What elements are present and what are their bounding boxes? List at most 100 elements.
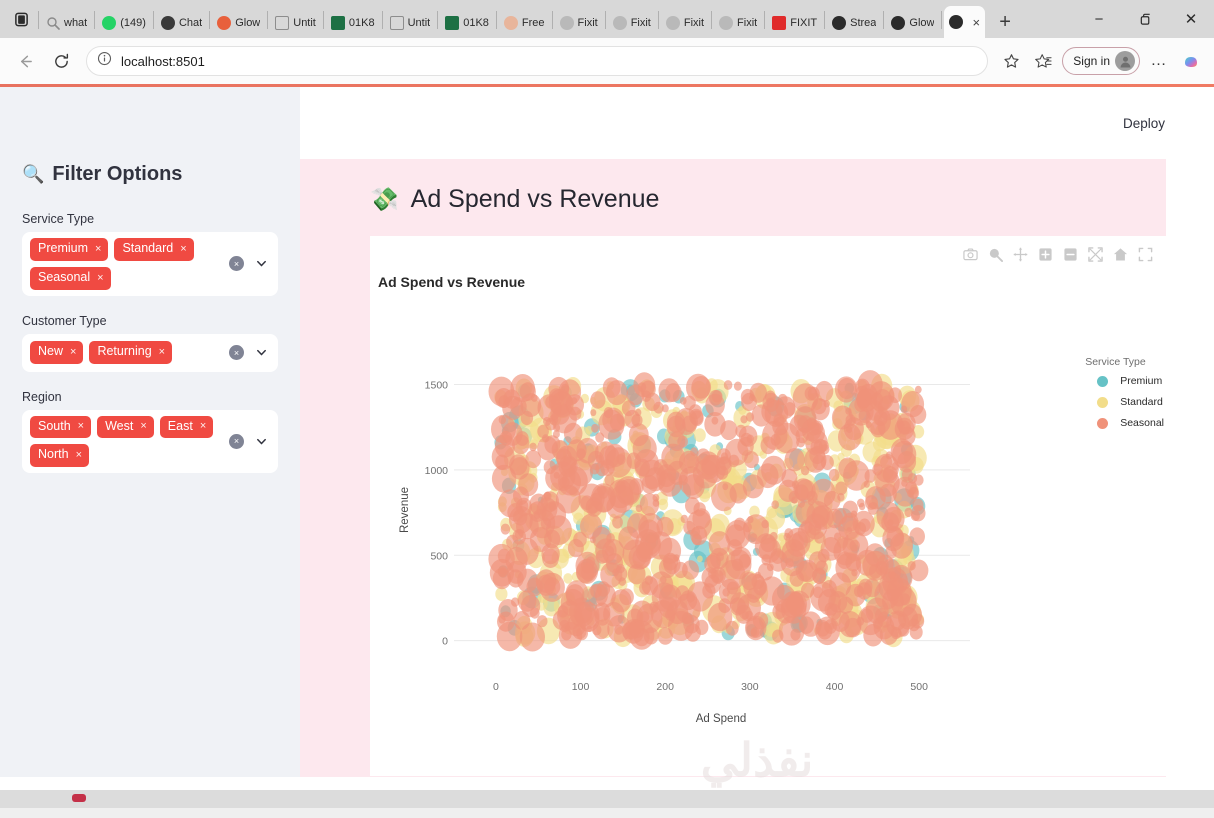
tab-label: 01K8 <box>348 17 375 29</box>
chevron-down-icon[interactable] <box>254 435 268 448</box>
scatter-point <box>631 414 643 427</box>
minimize-button[interactable]: − <box>1094 10 1104 28</box>
tab-actions-icon[interactable] <box>6 4 36 34</box>
filter-tag-label: New <box>38 344 64 359</box>
scatter-point <box>743 522 752 533</box>
scatter-point <box>529 442 537 452</box>
multiselect-box[interactable]: South × West × East × North × × <box>22 409 278 473</box>
reset-axes-home-icon[interactable] <box>1112 246 1129 263</box>
browser-tab[interactable]: Fixit <box>661 8 709 38</box>
browser-tab[interactable]: what <box>41 8 92 38</box>
clear-all-icon[interactable]: × <box>229 345 244 360</box>
copilot-icon[interactable] <box>1178 48 1204 74</box>
clear-all-icon[interactable]: × <box>229 256 244 272</box>
filter-tag[interactable]: West × <box>97 415 154 439</box>
filter-tag[interactable]: Returning × <box>89 341 173 364</box>
zoom-in-icon[interactable] <box>1037 246 1054 263</box>
multiselect-box[interactable]: New × Returning × × <box>22 333 278 372</box>
close-window-button[interactable]: ✕ <box>1184 11 1198 28</box>
scatter-point <box>846 425 853 434</box>
browser-tab[interactable]: 01K8 <box>440 8 494 38</box>
browser-tab[interactable]: Untit <box>270 8 321 38</box>
page-body: 🔍 Filter Options Service Type Premium × Sta… <box>0 87 1214 818</box>
filter-tag[interactable]: East × <box>159 415 214 439</box>
legend-item[interactable]: Seasonal <box>1085 417 1164 429</box>
browser-tab[interactable]: Fixit <box>608 8 656 38</box>
browser-tab[interactable]: Chat <box>156 8 207 38</box>
filter-tag[interactable]: Standard × <box>114 238 194 261</box>
camera-icon[interactable] <box>962 246 979 263</box>
browser-tab[interactable]: Fixit <box>555 8 603 38</box>
star-icon[interactable] <box>998 48 1024 74</box>
legend-item[interactable]: Premium <box>1085 375 1164 387</box>
remove-tag-icon[interactable]: × <box>140 420 147 433</box>
browser-tab[interactable]: Strea <box>827 8 881 38</box>
scatter-plot-svg[interactable]: 0 500 1000 1500 0 100 200 300 400 500 Ad Spend Reve… <box>370 236 1048 776</box>
browser-tab[interactable]: Glow <box>212 8 265 38</box>
scatter-point <box>562 466 588 496</box>
tab-label: Glow <box>909 17 935 29</box>
scatter-point <box>657 627 673 645</box>
filter-tag[interactable]: South × <box>30 415 92 439</box>
chevron-down-icon[interactable] <box>254 346 268 359</box>
scatter-point <box>543 491 552 501</box>
tab-close-icon[interactable]: × <box>972 14 981 30</box>
autoscale-icon[interactable] <box>1087 246 1104 263</box>
deploy-button[interactable]: Deploy <box>1122 115 1165 131</box>
remove-tag-icon[interactable]: × <box>199 420 207 433</box>
browser-tab[interactable]: 01K8 <box>326 8 380 38</box>
remove-tag-icon[interactable]: × <box>77 420 85 433</box>
scatter-point <box>612 516 623 529</box>
remove-tag-icon[interactable]: × <box>75 449 83 462</box>
browser-more-button[interactable]: … <box>1150 52 1168 69</box>
scatter-point <box>591 423 599 433</box>
scatter-point <box>510 397 527 416</box>
remove-tag-icon[interactable]: × <box>158 345 166 358</box>
pan-icon[interactable] <box>1012 246 1029 263</box>
browser-tab[interactable]: FIXIT <box>767 8 822 38</box>
plot-area[interactable]: 0 500 1000 1500 0 100 200 300 400 500 Ad Spend Reve… <box>370 236 1168 776</box>
excel-icon <box>330 16 345 30</box>
browser-tab[interactable]: Glow <box>886 8 939 38</box>
maximize-button[interactable] <box>1122 0 1168 38</box>
scatter-point <box>856 390 872 408</box>
browser-tab[interactable]: Untit <box>385 8 436 38</box>
zoom-out-icon[interactable] <box>1062 246 1079 263</box>
filter-tag[interactable]: New × <box>30 341 84 364</box>
plotly-modebar[interactable] <box>962 246 1154 263</box>
filter-tag[interactable]: Premium × <box>30 238 109 261</box>
info-icon[interactable] <box>97 51 112 71</box>
sign-in-button[interactable]: Sign in <box>1062 47 1140 75</box>
scatter-point <box>506 534 519 549</box>
scatter-point <box>693 428 706 442</box>
remove-tag-icon[interactable]: × <box>95 242 102 255</box>
browser-tab-active[interactable]: × <box>944 6 986 38</box>
cloud-icon <box>665 16 680 30</box>
legend-item[interactable]: Standard <box>1085 396 1164 408</box>
remove-tag-icon[interactable]: × <box>70 345 77 358</box>
chevron-down-icon[interactable] <box>254 257 268 270</box>
collections-icon[interactable] <box>1030 48 1056 74</box>
scatter-point <box>691 376 712 399</box>
remove-tag-icon[interactable]: × <box>97 271 104 284</box>
fullscreen-icon[interactable] <box>1137 246 1154 263</box>
avatar <box>1115 51 1135 71</box>
clear-all-icon[interactable]: × <box>229 433 244 449</box>
scatter-point <box>868 564 882 579</box>
filter-tag[interactable]: North × <box>30 444 90 467</box>
address-bar[interactable]: localhost:8501 <box>86 46 989 76</box>
browser-tab[interactable]: Free <box>499 8 550 38</box>
zoom-box-icon[interactable] <box>987 246 1004 263</box>
cloud-icon <box>612 16 627 30</box>
browser-tab[interactable]: Fixit <box>714 8 762 38</box>
remove-tag-icon[interactable]: × <box>180 242 187 255</box>
multiselect-box[interactable]: Premium × Standard × Seasonal × × <box>22 232 278 296</box>
scatter-point <box>639 611 650 623</box>
new-tab-button[interactable]: + <box>999 10 1011 33</box>
tab-divider <box>322 11 324 29</box>
filter-tag[interactable]: Seasonal × <box>30 266 111 290</box>
scatter-point <box>686 510 712 540</box>
reload-icon[interactable] <box>46 46 76 76</box>
back-arrow-icon[interactable] <box>10 46 40 76</box>
browser-tab[interactable]: (149) <box>97 8 151 38</box>
